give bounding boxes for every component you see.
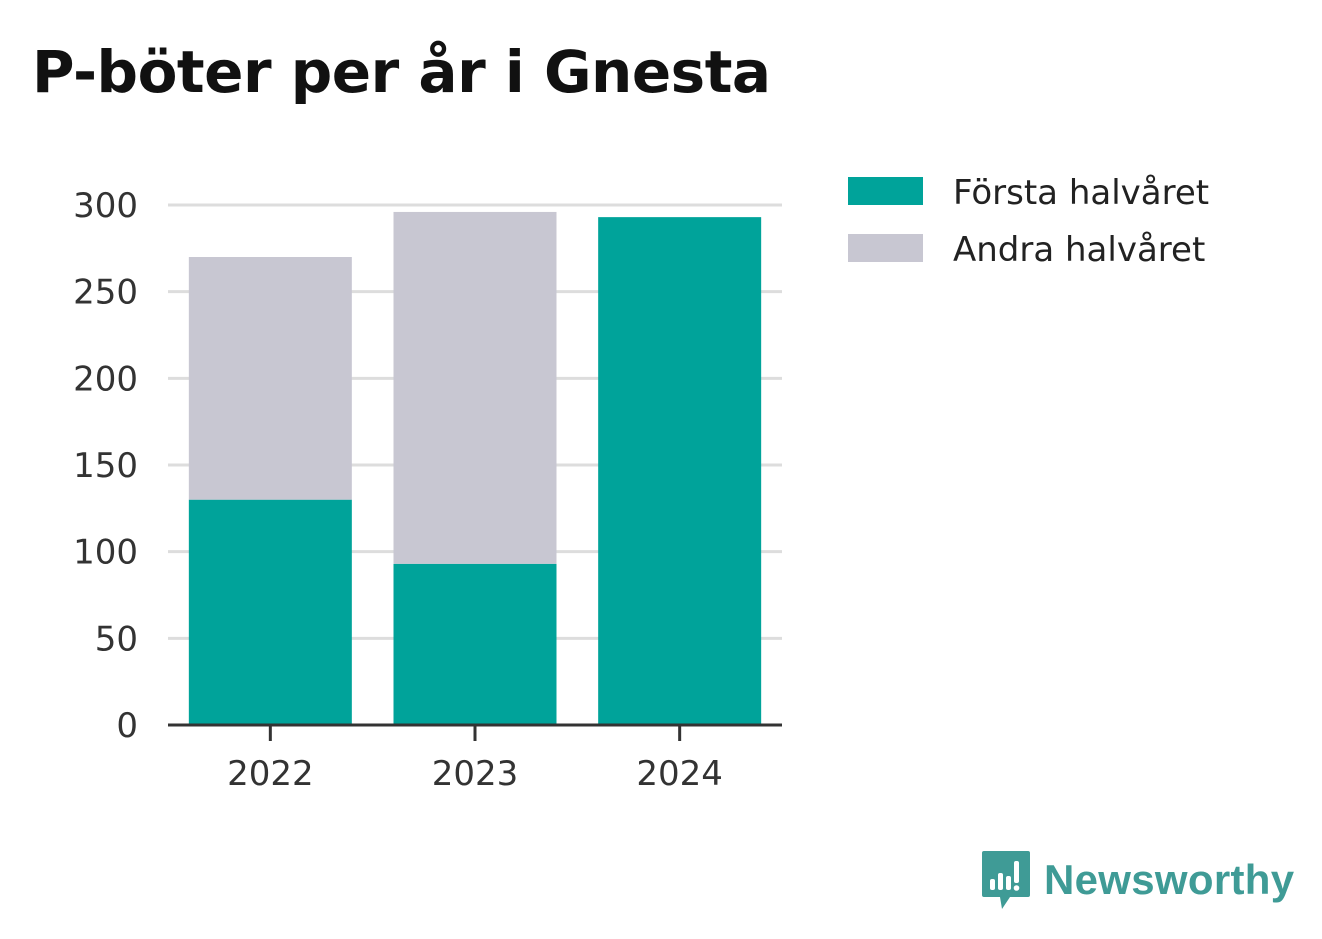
x-tick-label: 2024 (636, 754, 723, 794)
bar-2023-series-0 (393, 563, 557, 725)
bar-2024-series-0 (598, 217, 762, 725)
legend-swatch-0 (848, 177, 923, 205)
bar-2022-series-1 (188, 257, 352, 500)
chart-title: P-böter per år i Gnesta (32, 38, 771, 106)
bars (188, 211, 762, 725)
axes: 0 50 100 150 200 250 300 2022 2023 2024 (73, 186, 782, 794)
newsworthy-logo-icon (982, 851, 1030, 909)
y-tick-label: 150 (73, 446, 138, 486)
brand-logo: Newsworthy (980, 848, 1294, 912)
x-tick-label: 2022 (227, 754, 314, 794)
y-tick-label: 250 (73, 273, 138, 313)
legend-swatch-1 (848, 234, 923, 262)
y-tick-label: 100 (73, 533, 138, 573)
y-tick-label: 200 (73, 359, 138, 399)
x-tick-label: 2023 (432, 754, 519, 794)
y-tick-label: 0 (116, 706, 138, 746)
bar-2023-series-1 (393, 211, 557, 564)
legend-label-1: Andra halvåret (953, 230, 1205, 270)
brand-name: Newsworthy (1044, 856, 1295, 903)
y-tick-label: 300 (73, 186, 138, 226)
y-tick-label: 50 (95, 619, 138, 659)
legend-label-0: Första halvåret (953, 173, 1209, 213)
legend: Första halvåret Andra halvåret (848, 173, 1209, 270)
bar-2022-series-0 (188, 499, 352, 725)
